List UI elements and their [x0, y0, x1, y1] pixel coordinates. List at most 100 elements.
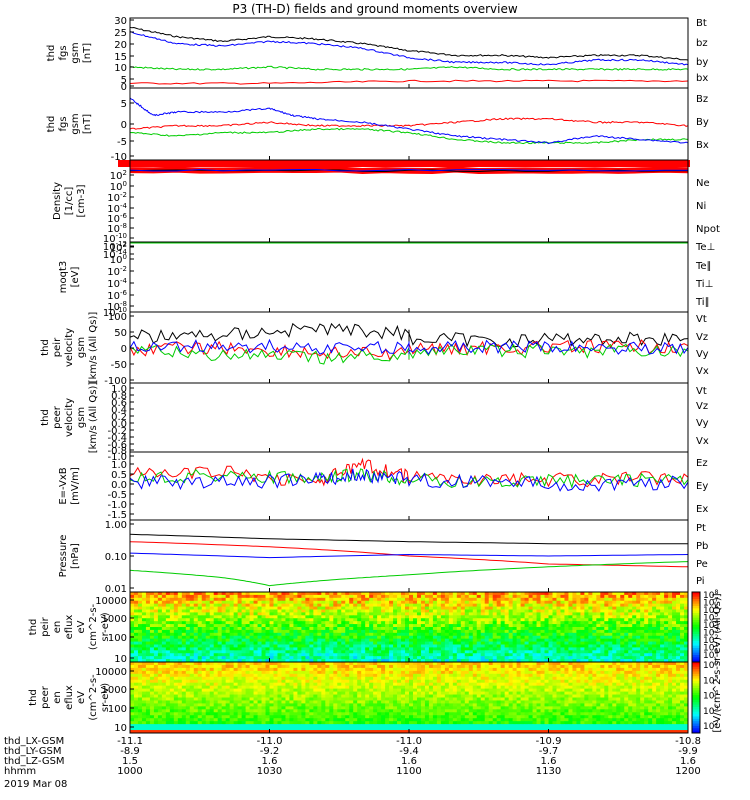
heatmap-cell	[424, 618, 430, 622]
heatmap-cell	[544, 624, 549, 628]
heatmap-cell	[185, 624, 191, 628]
heatmap-cell	[628, 597, 633, 602]
heatmap-cell	[181, 653, 187, 657]
heatmap-cell	[656, 606, 661, 610]
heatmap-cell	[369, 656, 374, 660]
heatmap-cell	[616, 629, 621, 634]
heatmap-cell	[620, 635, 625, 640]
heatmap-cell	[540, 627, 546, 631]
heatmap-cell	[397, 632, 402, 637]
heatmap-cell	[381, 592, 386, 596]
heatmap-cell	[193, 603, 199, 608]
heatmap-cell	[157, 685, 163, 690]
heatmap-cell	[317, 592, 322, 596]
heatmap-cell	[684, 653, 689, 657]
heatmap-cell	[476, 679, 482, 684]
heatmap-cell	[568, 638, 573, 643]
heatmap-cell	[181, 609, 187, 613]
heatmap-cell	[664, 670, 669, 675]
heatmap-cell	[588, 664, 593, 669]
heatmap-cell	[345, 647, 350, 651]
heatmap-cell	[349, 606, 354, 610]
heatmap-cell	[381, 627, 386, 631]
heatmap-cell	[317, 682, 322, 687]
heatmap-cell	[357, 676, 362, 681]
heatmap-cell	[369, 629, 374, 634]
heatmap-cell	[401, 682, 406, 687]
heatmap-cell	[185, 618, 191, 622]
heatmap-cell	[237, 621, 243, 625]
heatmap-cell	[436, 656, 442, 660]
heatmap-cell	[544, 592, 549, 596]
heatmap-cell	[265, 618, 270, 622]
heatmap-cell	[512, 685, 518, 690]
heatmap-cell	[500, 679, 506, 684]
heatmap-cell	[229, 670, 235, 675]
heatmap-cell	[305, 635, 310, 640]
heatmap-cell	[624, 667, 629, 672]
heatmap-cell	[500, 635, 506, 640]
heatmap-cell	[405, 676, 410, 681]
heatmap-cell	[668, 609, 673, 613]
heatmap-cell	[321, 618, 326, 622]
heatmap-cell	[329, 635, 334, 640]
heatmap-cell	[217, 624, 223, 628]
heatmap-cell	[333, 597, 338, 602]
heatmap-cell	[448, 676, 454, 681]
heatmap-cell	[540, 644, 546, 648]
heatmap-cell	[660, 624, 665, 628]
heatmap-cell	[385, 629, 390, 634]
heatmap-cell	[412, 673, 418, 678]
heatmap-cell	[584, 682, 589, 687]
heatmap-cell	[584, 632, 589, 637]
heatmap-cell	[397, 659, 402, 663]
heatmap-cell	[528, 641, 534, 645]
heatmap-cell	[373, 612, 378, 616]
heatmap-cell	[309, 670, 314, 675]
heatmap-cell	[317, 612, 322, 616]
heatmap-cell	[444, 597, 450, 602]
heatmap-cell	[213, 664, 219, 669]
heatmap-cell	[484, 606, 490, 610]
heatmap-cell	[165, 615, 171, 619]
heatmap-cell	[660, 635, 665, 640]
heatmap-cell	[281, 650, 286, 654]
heatmap-cell	[608, 618, 613, 622]
heatmap-cell	[452, 615, 458, 619]
heatmap-cell	[289, 612, 294, 616]
y-axis-label: [eV]	[70, 267, 81, 288]
heatmap-cell	[213, 621, 219, 625]
heatmap-cell	[385, 656, 390, 660]
heatmap-cell	[145, 627, 151, 631]
heatmap-cell	[305, 600, 310, 605]
y-tick-label: 10-14	[103, 248, 128, 261]
heatmap-cell	[265, 638, 270, 643]
heatmap-cell	[560, 603, 565, 608]
heatmap-cell	[684, 606, 689, 610]
heatmap-cell	[508, 638, 514, 643]
heatmap-cell	[133, 653, 139, 657]
heatmap-cell	[448, 612, 454, 616]
heatmap-cell	[381, 650, 386, 654]
heatmap-cell	[297, 615, 302, 619]
heatmap-cell	[385, 638, 390, 643]
heatmap-cell	[345, 641, 350, 645]
y-axis-label: thd	[40, 339, 51, 356]
heatmap-cell	[173, 592, 179, 596]
heatmap-cell	[548, 644, 553, 648]
heatmap-cell	[632, 644, 637, 648]
heatmap-cell	[608, 635, 613, 640]
heatmap-cell	[544, 621, 549, 625]
heatmap-cell	[496, 664, 502, 669]
heatmap-cell	[536, 653, 542, 657]
heatmap-cell	[245, 667, 251, 672]
legend-ti∥: Ti∥	[695, 297, 710, 308]
heatmap-cell	[660, 612, 665, 616]
heatmap-cell	[265, 594, 270, 599]
heatmap-cell	[293, 627, 298, 631]
heatmap-cell	[313, 664, 318, 669]
heatmap-cell	[169, 609, 175, 613]
heatmap-cell	[500, 673, 506, 678]
heatmap-cell	[237, 667, 243, 672]
heatmap-cell	[253, 592, 259, 596]
